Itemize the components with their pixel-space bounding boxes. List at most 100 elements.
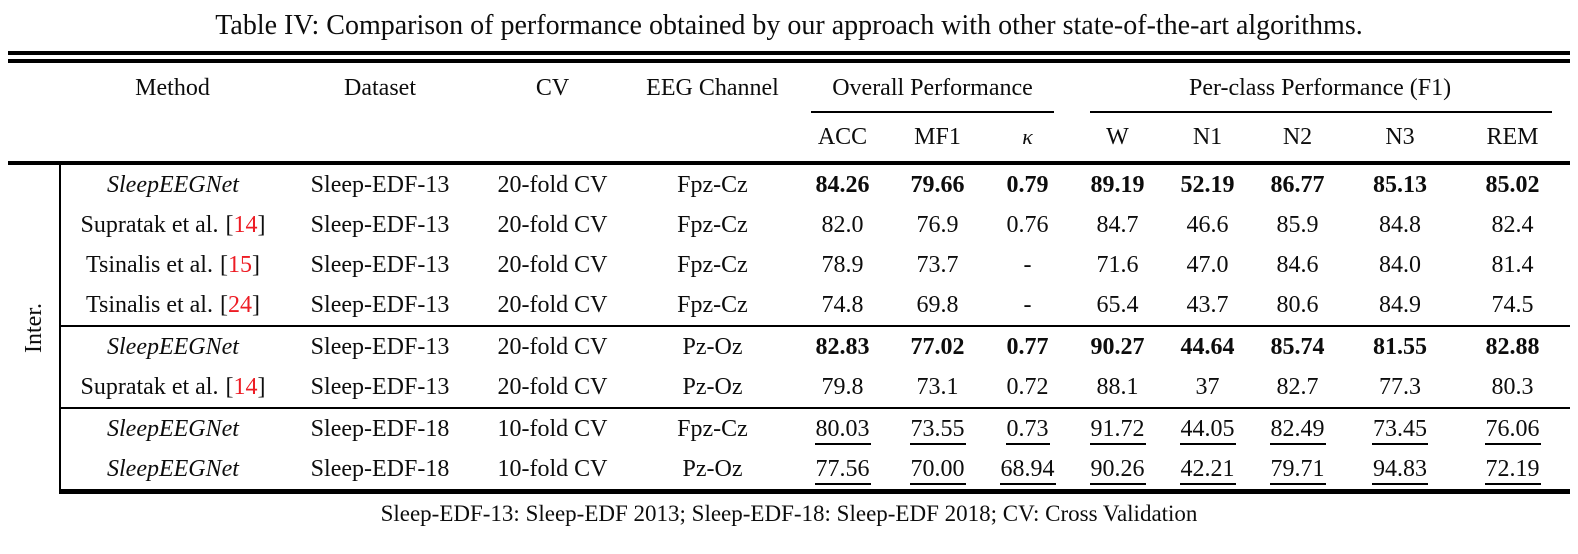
n3-f1-cell: 77.3 bbox=[1345, 367, 1455, 409]
col-header-method: Method bbox=[135, 74, 210, 101]
w-f1-cell: 90.26 bbox=[1070, 449, 1165, 494]
cv-cell: 20-fold CV bbox=[497, 211, 608, 238]
citation-link[interactable]: 14 bbox=[233, 211, 258, 238]
metric-value: 80.6 bbox=[1276, 291, 1319, 318]
metric-value: 77.3 bbox=[1379, 373, 1421, 400]
acc-value-cell: 77.56 bbox=[795, 449, 890, 494]
metric-value: 69.8 bbox=[916, 291, 959, 318]
col-header-cv: CV bbox=[535, 74, 570, 101]
method-cell: SleepEEGNet bbox=[60, 163, 285, 205]
method-cell: Supratak et al. [14] bbox=[60, 205, 285, 245]
metric-value: 91.72 bbox=[1089, 415, 1146, 445]
eeg-channel-cell: Pz-Oz bbox=[682, 333, 743, 360]
dataset-cell: Sleep-EDF-13 bbox=[310, 251, 450, 278]
metric-value: - bbox=[1023, 251, 1032, 278]
citation-bracket-close: ] bbox=[257, 373, 266, 400]
cv-cell: 20-fold CV bbox=[497, 251, 608, 278]
table-row: Supratak et al. [14] Sleep-EDF-13 20-fold… bbox=[8, 205, 1570, 245]
table-row: Inter. SleepEEGNet Sleep-EDF-13 20-fold C… bbox=[8, 163, 1570, 492]
method-name: SleepEEGNet bbox=[107, 171, 239, 198]
eeg-channel-cell: Fpz-Cz bbox=[677, 211, 748, 238]
metric-value: 90.27 bbox=[1090, 333, 1145, 360]
metric-value: 82.0 bbox=[821, 211, 864, 238]
method-name: SleepEEGNet bbox=[107, 415, 239, 442]
metric-value: 73.1 bbox=[916, 373, 959, 400]
n3-f1-cell: 94.83 bbox=[1345, 449, 1455, 494]
citation-link[interactable]: 15 bbox=[227, 251, 252, 278]
rem-f1-cell: 82.4 bbox=[1455, 205, 1570, 245]
metric-value: 85.02 bbox=[1485, 171, 1540, 198]
metric-value: 81.55 bbox=[1373, 333, 1427, 360]
mf1-value-cell: 73.7 bbox=[890, 245, 985, 285]
metric-value: 76.9 bbox=[916, 211, 959, 238]
metric-value: 84.0 bbox=[1379, 251, 1421, 278]
header-row-groups: Method Dataset CV EEG Channel Overall Pe… bbox=[8, 63, 1570, 113]
mf1-value-cell: 79.66 bbox=[890, 163, 985, 205]
eeg-channel-cell: Fpz-Cz bbox=[677, 171, 748, 198]
n1-f1-cell: 52.19 bbox=[1165, 163, 1250, 205]
kappa-value-cell: 0.73 bbox=[985, 408, 1070, 449]
n2-f1-cell: 85.74 bbox=[1250, 326, 1345, 367]
n2-f1-cell: 86.77 bbox=[1250, 163, 1345, 205]
n3-f1-cell: 85.13 bbox=[1345, 163, 1455, 205]
table-body: Inter. SleepEEGNet Sleep-EDF-13 20-fold C… bbox=[8, 163, 1571, 494]
metric-value: 74.8 bbox=[821, 291, 864, 318]
metric-value: 0.77 bbox=[1006, 333, 1049, 360]
n1-f1-cell: 46.6 bbox=[1165, 205, 1250, 245]
kappa-value-cell: 0.79 bbox=[985, 163, 1070, 205]
metric-value: 82.7 bbox=[1276, 373, 1319, 400]
metric-value: 0.72 bbox=[1006, 373, 1049, 400]
metric-value: 84.26 bbox=[815, 171, 870, 198]
metric-value: 90.26 bbox=[1089, 455, 1146, 485]
table-row: SleepEEGNet Sleep-EDF-18 10-fold CV Pz-O… bbox=[8, 449, 1571, 494]
metric-value: 84.7 bbox=[1096, 211, 1139, 238]
acc-value-cell: 78.9 bbox=[795, 245, 890, 285]
w-f1-cell: 89.19 bbox=[1070, 163, 1165, 205]
n1-f1-cell: 47.0 bbox=[1165, 245, 1250, 285]
metric-value: 71.6 bbox=[1096, 251, 1139, 278]
col-header-rem: REM bbox=[1455, 113, 1571, 165]
citation: [14] bbox=[225, 374, 265, 400]
header-spacer bbox=[8, 63, 60, 113]
metric-value: 88.1 bbox=[1096, 373, 1139, 400]
citation-link[interactable]: 14 bbox=[233, 373, 258, 400]
n2-f1-cell: 79.71 bbox=[1250, 449, 1345, 494]
method-name: Tsinalis et al. bbox=[86, 291, 213, 318]
col-header-channel: EEG Channel bbox=[646, 74, 779, 101]
rem-f1-cell: 81.4 bbox=[1455, 245, 1570, 285]
n1-f1-cell: 44.05 bbox=[1165, 408, 1250, 449]
col-header-dataset: Dataset bbox=[344, 74, 416, 101]
citation-link[interactable]: 24 bbox=[227, 291, 252, 318]
citation: [14] bbox=[225, 212, 265, 238]
w-f1-cell: 90.27 bbox=[1070, 326, 1165, 367]
n2-f1-cell: 82.49 bbox=[1250, 408, 1345, 449]
method-name: SleepEEGNet bbox=[107, 455, 239, 482]
rem-f1-cell: 72.19 bbox=[1455, 449, 1571, 494]
metric-value: 76.06 bbox=[1484, 415, 1541, 445]
method-cell: SleepEEGNet bbox=[60, 326, 285, 367]
rem-f1-cell: 80.3 bbox=[1455, 367, 1571, 409]
metric-value: 44.64 bbox=[1180, 333, 1235, 360]
metric-value: 79.71 bbox=[1269, 455, 1326, 485]
metric-value: 85.74 bbox=[1270, 333, 1325, 360]
kappa-value-cell: 68.94 bbox=[985, 449, 1070, 494]
metric-value: 73.55 bbox=[909, 415, 966, 445]
cv-cell: 20-fold CV bbox=[497, 333, 608, 360]
metric-value: 79.8 bbox=[821, 373, 864, 400]
mf1-value-cell: 69.8 bbox=[890, 285, 985, 327]
metric-value: 80.3 bbox=[1491, 373, 1534, 400]
n1-f1-cell: 43.7 bbox=[1165, 285, 1250, 327]
group-header-overall: Overall Performance bbox=[795, 63, 1070, 113]
table-footnote: Sleep-EDF-13: Sleep-EDF 2013; Sleep-EDF-… bbox=[380, 501, 1198, 526]
rem-f1-cell: 76.06 bbox=[1455, 408, 1570, 449]
w-f1-cell: 71.6 bbox=[1070, 245, 1165, 285]
header-spacer bbox=[8, 113, 60, 165]
metric-value: - bbox=[1023, 291, 1032, 318]
rem-f1-cell: 82.88 bbox=[1455, 326, 1570, 367]
citation-bracket-open: [ bbox=[219, 251, 228, 278]
rem-f1-cell: 85.02 bbox=[1455, 163, 1570, 205]
method-name: SleepEEGNet bbox=[107, 333, 239, 360]
mf1-value-cell: 70.00 bbox=[890, 449, 985, 494]
metric-value: 74.5 bbox=[1491, 291, 1534, 318]
metric-value: 46.6 bbox=[1186, 211, 1229, 238]
